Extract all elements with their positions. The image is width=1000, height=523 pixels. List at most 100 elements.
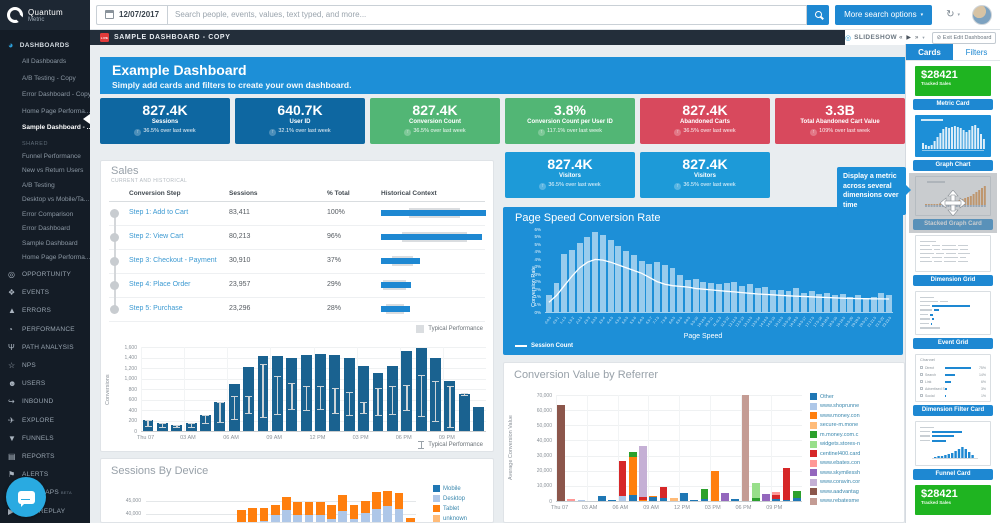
conversion-step-link[interactable]: Step 5: Purchase: [129, 305, 183, 312]
sidebar-item-reports[interactable]: ▤ REPORTS: [0, 447, 90, 465]
typical-range-beam: [288, 382, 296, 410]
app-logo[interactable]: Quantum Metric: [0, 0, 90, 30]
sidebar-item-dashboard[interactable]: Sample Dashboard - ...: [22, 124, 90, 131]
slideshow-menu-caret[interactable]: ▾: [922, 34, 925, 40]
desktop-segment: [293, 515, 302, 522]
sessions-cell: 30,910: [229, 257, 251, 264]
page-speed-bar: [870, 296, 877, 312]
card-type-metric[interactable]: $28421 Tracked Sales: [912, 485, 994, 515]
sidebar-section-dashboards[interactable]: ◕ DASHBOARDS: [0, 36, 90, 54]
sidebar-item-shared-dashboard[interactable]: A/B Testing: [22, 181, 55, 189]
tab-filters[interactable]: Filters: [953, 44, 1000, 60]
sidebar-item-dashboard[interactable]: All Dashboards: [22, 58, 67, 65]
typical-swatch-icon: [416, 325, 425, 333]
referrer-legend-item[interactable]: centinel400.card: [810, 450, 902, 457]
tablet-segment: [270, 504, 280, 516]
referrer-legend-item[interactable]: www.aadvantag: [810, 488, 902, 495]
conversion-step-link[interactable]: Step 1: Add to Cart: [129, 209, 189, 216]
page-speed-bar: [723, 282, 730, 312]
card-type-funnel[interactable]: Funnel Card: [912, 421, 994, 480]
sidebar-item-events[interactable]: ❖ EVENTS: [0, 284, 90, 302]
sidebar-item-path-analysis[interactable]: Ψ PATH ANALYSIS: [0, 338, 90, 356]
legend-swatch-icon: [433, 515, 440, 522]
referrer-legend-item[interactable]: www.ebates.con: [810, 459, 902, 467]
conversion-step-link[interactable]: Step 3: Checkout - Payment: [129, 257, 217, 264]
referrer-legend-item[interactable]: widgets.stores-n: [810, 440, 902, 448]
sidebar-item-opportunity[interactable]: ◎ OPPORTUNITY: [0, 266, 90, 284]
referrer-legend-item[interactable]: www.skymilessh: [810, 469, 902, 476]
sidebar-item-shared-dashboard[interactable]: Desktop vs Mobile/Ta...: [22, 196, 90, 203]
tab-cards[interactable]: Cards: [906, 44, 953, 60]
sidebar-item-shared-dashboard[interactable]: New vs Return Users: [22, 167, 84, 174]
card-type-eventgrid[interactable]: Event Grid: [912, 291, 994, 349]
sidebar-item-shared-dashboard[interactable]: Error Comparison: [22, 210, 74, 218]
sessions-by-device-card: Sessions By Device 45,000 40,000 Mobile Des…: [100, 458, 494, 523]
page-speed-bar: [615, 245, 622, 312]
referrer-legend-item[interactable]: Other: [810, 393, 902, 400]
column-header: % Total: [327, 190, 350, 197]
y-axis-tick: 40,000: [536, 437, 552, 444]
sidebar-item-explore[interactable]: ✈ EXPLORE: [0, 411, 90, 429]
metric-card[interactable]: 3.8% Conversion Count per User ID ↑ 117.1% …: [505, 98, 635, 144]
referrer-legend-item[interactable]: www.coravin.cor: [810, 478, 902, 486]
x-axis-tick: Thu 07: [551, 505, 569, 511]
conversion-step-link[interactable]: Step 2: View Cart: [129, 233, 184, 240]
referrer-legend-item[interactable]: www.shoprunne: [810, 402, 902, 410]
card-type-stacked[interactable]: Stacked Graph Card: [909, 173, 997, 233]
exit-edit-dashboard-button[interactable]: ⊘ Exit Edit Dashboard: [931, 31, 997, 44]
historical-bar: [381, 210, 486, 216]
chat-bubble-button[interactable]: [6, 477, 46, 517]
sidebar-item-shared-dashboard[interactable]: Error Dashboard: [22, 225, 71, 232]
sidebar-item-shared-dashboard[interactable]: Home Page Performa...: [22, 254, 90, 261]
legend-swatch-icon: [810, 450, 817, 457]
sidebar-item-dashboard[interactable]: Home Page Performa...: [22, 107, 90, 115]
sidebar-item-shared-dashboard[interactable]: Sample Dashboard: [22, 239, 78, 247]
metric-card[interactable]: 827.4K Sessions ↑ 36.5% over last week: [100, 98, 230, 144]
referrer-legend-item[interactable]: www.rebatesme: [810, 497, 902, 505]
metric-card[interactable]: 827.4K Visitors ↑ 36.5% over last week: [505, 152, 635, 198]
sidebar-item-dashboard[interactable]: A/B Testing - Copy: [22, 74, 76, 82]
referrer-legend-item[interactable]: secure-m.mone: [810, 421, 902, 429]
filter-thumb-row: Social 1%: [920, 392, 986, 399]
sidebar-item-users[interactable]: ☻ USERS: [0, 375, 90, 393]
sidebar-item-dashboard[interactable]: Error Dashboard - Copy: [22, 91, 90, 98]
slideshow-play-button[interactable]: ▶: [906, 35, 912, 41]
sidebar-item-errors[interactable]: ▲ ERRORS: [0, 302, 90, 320]
more-search-options-button[interactable]: More search options ▾: [835, 4, 933, 25]
conversion-step-link[interactable]: Step 4: Place Order: [129, 281, 191, 288]
card-type-graph[interactable]: Graph Chart: [912, 115, 994, 171]
tablet-segment: [225, 521, 235, 522]
sidebar-item-funnels[interactable]: ▼ FUNNELS: [0, 429, 90, 447]
metric-card[interactable]: 827.4K Visitors ↑ 36.5% over last week: [640, 152, 770, 198]
sidebar-item-alerts[interactable]: ⚑ ALERTS: [0, 466, 90, 484]
banner-subtitle: Simply add cards and filters to create y…: [112, 80, 352, 90]
drag-overlay: [909, 173, 997, 233]
card-type-dimgrid[interactable]: Dimension Grid: [912, 235, 994, 286]
card-type-list: $28421 Tracked Sales Metric Card Graph Char…: [906, 66, 1000, 515]
card-type-metric[interactable]: $28421 Tracked Sales Metric Card: [912, 66, 994, 110]
sidebar-item-nps[interactable]: ☆ NPS: [0, 356, 90, 374]
desktop-segment: [360, 512, 370, 522]
metric-card[interactable]: 640.7K User ID ↑ 32.1% over last week: [235, 98, 365, 144]
metric-card[interactable]: 827.4K Abandoned Carts ↑ 36.5% over last we…: [640, 98, 770, 144]
historical-bar: [381, 282, 412, 288]
referrer-bar-segment: [680, 493, 688, 501]
sidebar-item-performance[interactable]: ◔ PERFORMANCE: [0, 320, 90, 338]
slideshow-next-button[interactable]: »: [915, 34, 919, 41]
date-picker[interactable]: 12/07/2017: [96, 4, 168, 25]
slideshow-prev-button[interactable]: «: [899, 34, 903, 41]
search-button[interactable]: [807, 4, 830, 25]
metric-card[interactable]: 827.4K Conversion Count ↑ 36.5% over last w…: [370, 98, 500, 144]
sidebar-item-shared-dashboard[interactable]: Funnel Performance: [22, 152, 81, 160]
metric-card[interactable]: 3.3B Total Abandoned Cart Value ↑ 109% over…: [775, 98, 905, 144]
search-input[interactable]: [168, 10, 807, 19]
user-avatar[interactable]: [972, 4, 992, 25]
referrer-legend-item[interactable]: www.money.con: [810, 412, 902, 419]
referrer-legend-item[interactable]: m.money.com.c: [810, 431, 902, 438]
card-type-dimfilter[interactable]: Channel Direct 75% Search 14% Link 6% Advertise…: [912, 354, 994, 416]
refresh-button[interactable]: ↻ ▾: [946, 9, 960, 20]
typical-range-beam: [417, 375, 425, 418]
historical-bar: [381, 234, 482, 240]
metric-delta: ↑ 36.5% over last week: [100, 127, 230, 136]
sidebar-item-inbound[interactable]: ↪ INBOUND: [0, 393, 90, 411]
